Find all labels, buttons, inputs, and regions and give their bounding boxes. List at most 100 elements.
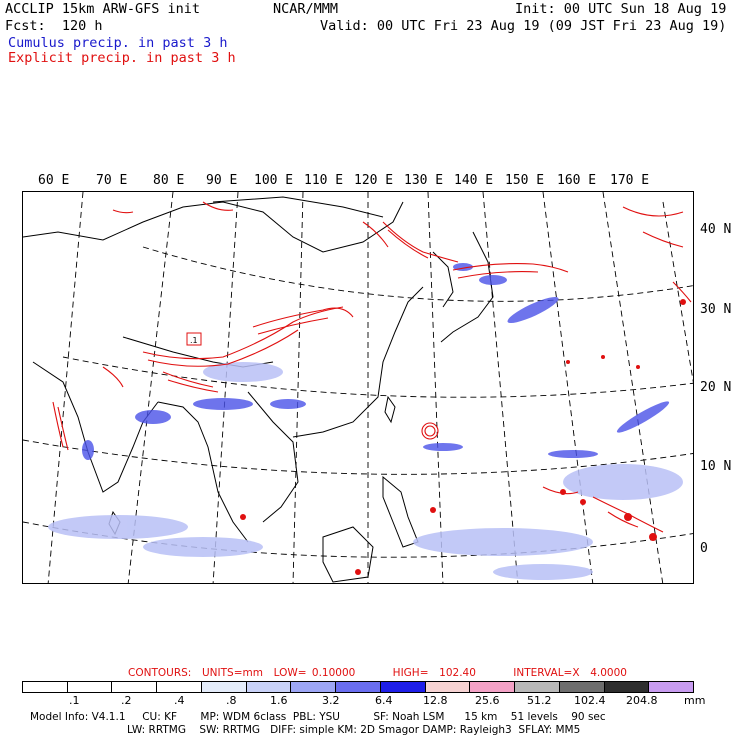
scattered-contours — [112, 201, 389, 248]
philippines-coast — [382, 475, 419, 548]
japan-contours — [452, 263, 569, 279]
legend-swatch — [201, 682, 247, 692]
lon-label: 70 E — [96, 173, 128, 188]
legend-tick: .4 — [174, 694, 185, 707]
precip-cell — [649, 533, 657, 541]
legend-tick: 51.2 — [527, 694, 552, 707]
precip-cell — [580, 499, 586, 505]
lon-label: 140 E — [454, 173, 494, 188]
precip-cell — [240, 514, 246, 520]
model-title: ACCLIP 15km ARW-GFS init — [5, 1, 201, 17]
lon-label: 80 E — [153, 173, 185, 188]
lon-label: 60 E — [38, 173, 70, 188]
lon-label: 170 E — [610, 173, 650, 188]
legend-units: mm — [684, 694, 706, 707]
precip-map: .1 — [22, 191, 694, 584]
lat-line-30 — [142, 246, 693, 302]
precip-cell — [566, 360, 570, 364]
cumulus-area — [82, 440, 94, 460]
lon-label: 100 E — [254, 173, 294, 188]
legend-tick: 1.6 — [270, 694, 288, 707]
cumulus-light — [48, 362, 683, 580]
precip-cell — [560, 489, 566, 495]
lon-line-160 — [662, 201, 693, 383]
india-coast — [32, 361, 159, 493]
indochina-coast — [247, 391, 299, 523]
precip-cell — [624, 513, 632, 521]
explicit-cells — [240, 299, 686, 575]
precip-cell — [601, 355, 605, 359]
legend-tick: .2 — [121, 694, 132, 707]
korea-coast — [432, 251, 454, 308]
taiwan-coast — [384, 395, 396, 424]
cumulus-area — [507, 296, 559, 324]
cumulus-area — [548, 450, 598, 458]
map-canvas: .1 — [23, 192, 693, 583]
model-info-line1: Model Info: V4.1.1 CU: KF MP: WDM 6class… — [30, 711, 606, 723]
precip-cell — [355, 569, 361, 575]
legend-tick: 25.6 — [475, 694, 500, 707]
annotation-text: .1 — [190, 336, 198, 345]
legend-swatch — [157, 682, 202, 692]
lat-label: 0 — [700, 541, 708, 556]
light-precip-area — [563, 464, 683, 500]
cumulus-area — [423, 443, 463, 451]
light-precip-area — [203, 362, 283, 382]
lon-line-100 — [292, 192, 304, 583]
legend-tick: 3.2 — [322, 694, 340, 707]
lon-label: 90 E — [206, 173, 238, 188]
borneo-coast — [322, 526, 374, 583]
pacific-contours — [622, 206, 692, 303]
light-precip-area — [143, 537, 263, 557]
typhoon-contour — [421, 422, 439, 440]
annotation-box — [186, 332, 202, 346]
cumulus-precip — [82, 263, 670, 460]
longitude-lines — [47, 192, 693, 583]
legend-swatch — [425, 682, 471, 692]
north-contours — [382, 221, 459, 263]
light-precip-area — [48, 515, 188, 539]
cumulus-area — [270, 399, 306, 409]
legend-swatch — [23, 682, 68, 692]
cumulus-area — [193, 398, 253, 410]
lon-label: 130 E — [404, 173, 444, 188]
lat-line-0 — [23, 521, 693, 558]
precip-cell — [430, 507, 436, 513]
legend-swatch — [559, 682, 605, 692]
init-time: Init: 00 UTC Sun 18 Aug 19 — [515, 1, 727, 17]
lon-label: 160 E — [557, 173, 597, 188]
lon-line-150 — [602, 192, 664, 583]
lon-line-70 — [47, 192, 84, 583]
cumulus-area — [479, 275, 507, 285]
legend-tick: 12.8 — [423, 694, 448, 707]
org-label: NCAR/MMM — [273, 1, 339, 17]
legend-swatch — [604, 682, 650, 692]
tibet-contours — [252, 307, 354, 335]
light-precip-area — [493, 564, 593, 580]
china-border — [23, 201, 404, 253]
lat-line-10 — [23, 439, 693, 475]
model-info-line2: LW: RRTMG SW: RRTMG DIFF: simple KM: 2D … — [127, 724, 581, 736]
lon-line-120 — [427, 192, 444, 583]
india-contours — [52, 401, 69, 451]
cumulus-area — [135, 410, 171, 424]
legend-tick: .8 — [226, 694, 237, 707]
legend-tick: 6.4 — [375, 694, 393, 707]
lon-line-80 — [127, 192, 174, 583]
coastlines — [23, 196, 494, 583]
legend-swatch — [649, 682, 694, 692]
lon-label: 150 E — [505, 173, 545, 188]
mongolia-border — [212, 196, 384, 218]
color-legend — [22, 681, 694, 693]
lon-label: 110 E — [304, 173, 344, 188]
legend-swatch — [336, 682, 381, 692]
cumulus-legend-label: Cumulus precip. in past 3 h — [8, 35, 228, 51]
valid-time: Valid: 00 UTC Fri 23 Aug 19 (09 JST Fri … — [320, 18, 727, 34]
precip-cell — [680, 299, 686, 305]
china-coast — [292, 286, 424, 438]
legend-tick: .1 — [69, 694, 80, 707]
legend-swatch — [470, 682, 516, 692]
contour-info: CONTOURS: UNITS=mm LOW= 0.10000 HIGH= 10… — [128, 667, 627, 679]
legend-swatch — [291, 682, 337, 692]
japan-coast — [440, 231, 494, 343]
